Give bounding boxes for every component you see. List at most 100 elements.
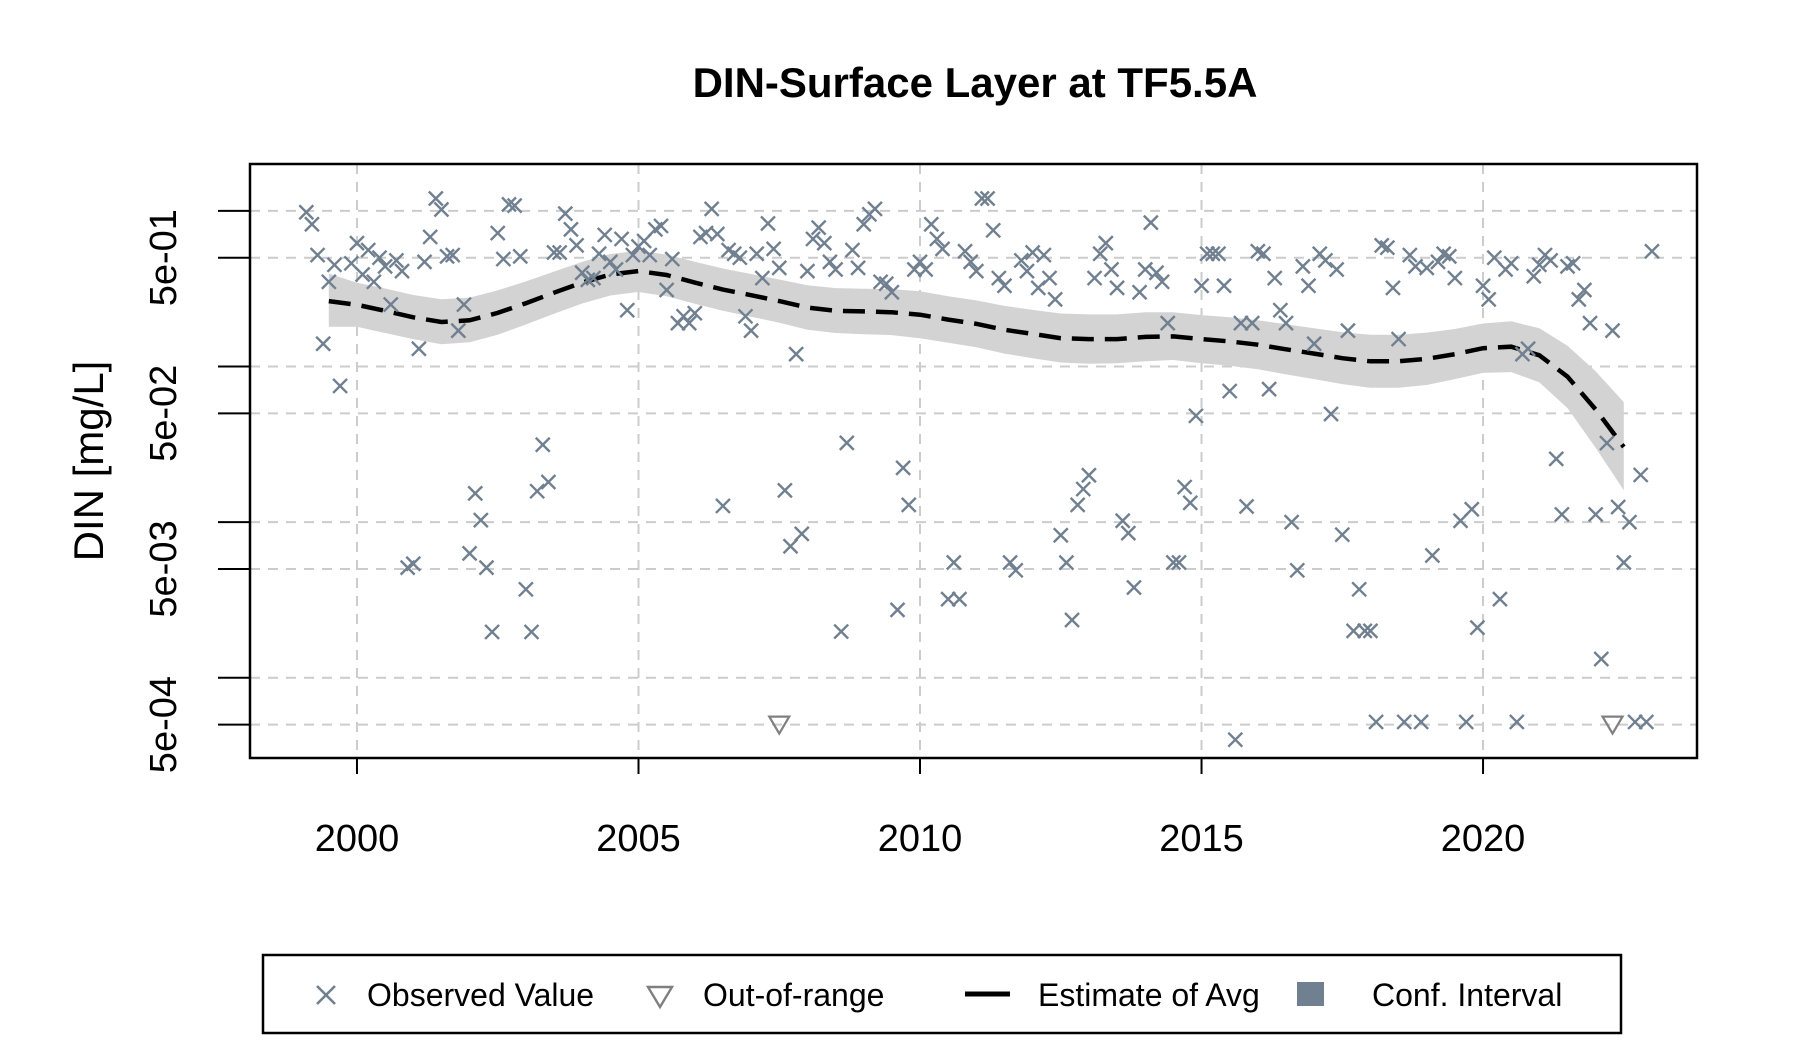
- observed-point: [1244, 315, 1261, 331]
- observed-point: [1086, 270, 1103, 286]
- observed-point-stroke: [557, 205, 574, 222]
- observed-point-stroke: [444, 247, 461, 263]
- observed-point: [416, 254, 433, 270]
- observed-point-stroke: [1007, 562, 1024, 579]
- observed-point-stroke: [1058, 554, 1075, 571]
- observed-point-stroke: [641, 247, 658, 263]
- confidence-band: [328, 250, 1624, 491]
- observed-point: [1565, 255, 1581, 272]
- observed-point: [805, 231, 821, 247]
- observed-point-stroke: [1621, 514, 1638, 530]
- observed-point-stroke: [1458, 714, 1475, 730]
- observed-point: [1480, 291, 1497, 308]
- observed-point-stroke: [1565, 255, 1581, 272]
- observed-point: [1295, 258, 1311, 275]
- observed-point: [326, 256, 343, 273]
- observed-point-stroke: [332, 378, 348, 394]
- observed-point-stroke: [1542, 252, 1559, 269]
- observed-point: [1340, 322, 1356, 339]
- observed-point: [715, 498, 731, 514]
- observed-point-stroke: [990, 270, 1007, 286]
- observed-point: [1120, 525, 1137, 541]
- y-tick-label: 5e-04: [143, 676, 185, 773]
- observed-point-stroke: [1644, 243, 1660, 260]
- observed-point: [1503, 255, 1520, 272]
- observed-point: [1356, 623, 1373, 639]
- observed-point: [422, 229, 439, 245]
- observed-point: [867, 201, 883, 217]
- observed-point: [613, 231, 630, 247]
- observed-point-stroke: [782, 538, 799, 555]
- observed-point: [501, 196, 517, 213]
- observed-point: [1306, 335, 1322, 352]
- observed-point: [394, 263, 410, 279]
- observed-point: [1632, 467, 1649, 483]
- observed-point-stroke: [551, 244, 568, 261]
- observed-point: [917, 261, 934, 278]
- observed-point-stroke: [1103, 261, 1120, 278]
- observed-point: [534, 436, 551, 453]
- observed-point: [1114, 512, 1131, 529]
- observed-point-stroke: [540, 474, 557, 490]
- observed-point: [929, 231, 945, 247]
- observed-point-stroke: [1447, 270, 1463, 286]
- observed-point: [703, 201, 720, 217]
- observed-point: [1576, 282, 1593, 298]
- observed-point-stroke: [320, 273, 337, 290]
- observed-point-stroke: [1413, 714, 1429, 730]
- observed-point: [608, 261, 624, 278]
- observed-point: [461, 545, 478, 562]
- observed-point-stroke: [1137, 261, 1154, 278]
- observed-point-stroke: [1272, 302, 1289, 319]
- observed-point-stroke: [1599, 435, 1615, 451]
- observed-point-stroke: [1300, 277, 1317, 294]
- observed-point-stroke: [625, 247, 641, 263]
- estimate-line: [328, 268, 1626, 449]
- observed-point-stroke: [855, 216, 872, 233]
- estimate-line-path: [328, 268, 1626, 449]
- observed-point: [743, 322, 759, 339]
- observed-point: [551, 244, 568, 261]
- observed-point: [1610, 499, 1627, 515]
- observed-point-stroke: [1261, 381, 1277, 398]
- observed-point-stroke: [1463, 501, 1480, 518]
- observed-point: [1075, 481, 1092, 497]
- observed-point: [1019, 263, 1035, 279]
- observed-point-stroke: [1131, 284, 1148, 301]
- observed-point: [1109, 280, 1125, 296]
- observed-point: [602, 254, 619, 270]
- observed-point-stroke: [1148, 264, 1165, 281]
- observed-point: [777, 482, 793, 499]
- observed-point: [912, 254, 928, 270]
- observed-point-stroke: [1469, 619, 1486, 636]
- observed-point: [1081, 467, 1097, 484]
- observed-point: [855, 216, 872, 233]
- observed-point-stroke: [889, 602, 906, 618]
- observed-point: [833, 623, 850, 640]
- observed-point: [1317, 252, 1334, 269]
- x-tick-label: 2015: [1159, 818, 1244, 860]
- observed-point-stroke: [1092, 245, 1109, 262]
- observed-point-stroke: [304, 216, 320, 233]
- observed-point: [388, 252, 405, 269]
- observed-point-stroke: [912, 254, 928, 270]
- observed-point-stroke: [382, 296, 399, 313]
- observed-point: [298, 204, 315, 221]
- observed-point-stroke: [1385, 280, 1401, 296]
- legend-label-conf: Conf. Interval: [1372, 977, 1562, 1013]
- observed-point: [1266, 270, 1283, 286]
- observed-point: [1430, 254, 1446, 270]
- observed-point-stroke: [315, 335, 332, 352]
- observed-point: [444, 247, 461, 263]
- x-tick-label: 2020: [1441, 818, 1526, 860]
- observed-point-stroke: [1632, 467, 1649, 483]
- observed-point: [838, 435, 855, 451]
- observed-point-stroke: [354, 266, 371, 283]
- observed-point: [427, 190, 444, 207]
- observed-point-stroke: [1182, 494, 1199, 511]
- observed-point: [1447, 270, 1463, 286]
- observed-point-stroke: [371, 249, 388, 266]
- observed-point: [1233, 315, 1249, 331]
- observed-point-stroke: [1486, 249, 1503, 266]
- observed-point-stroke: [1396, 714, 1413, 730]
